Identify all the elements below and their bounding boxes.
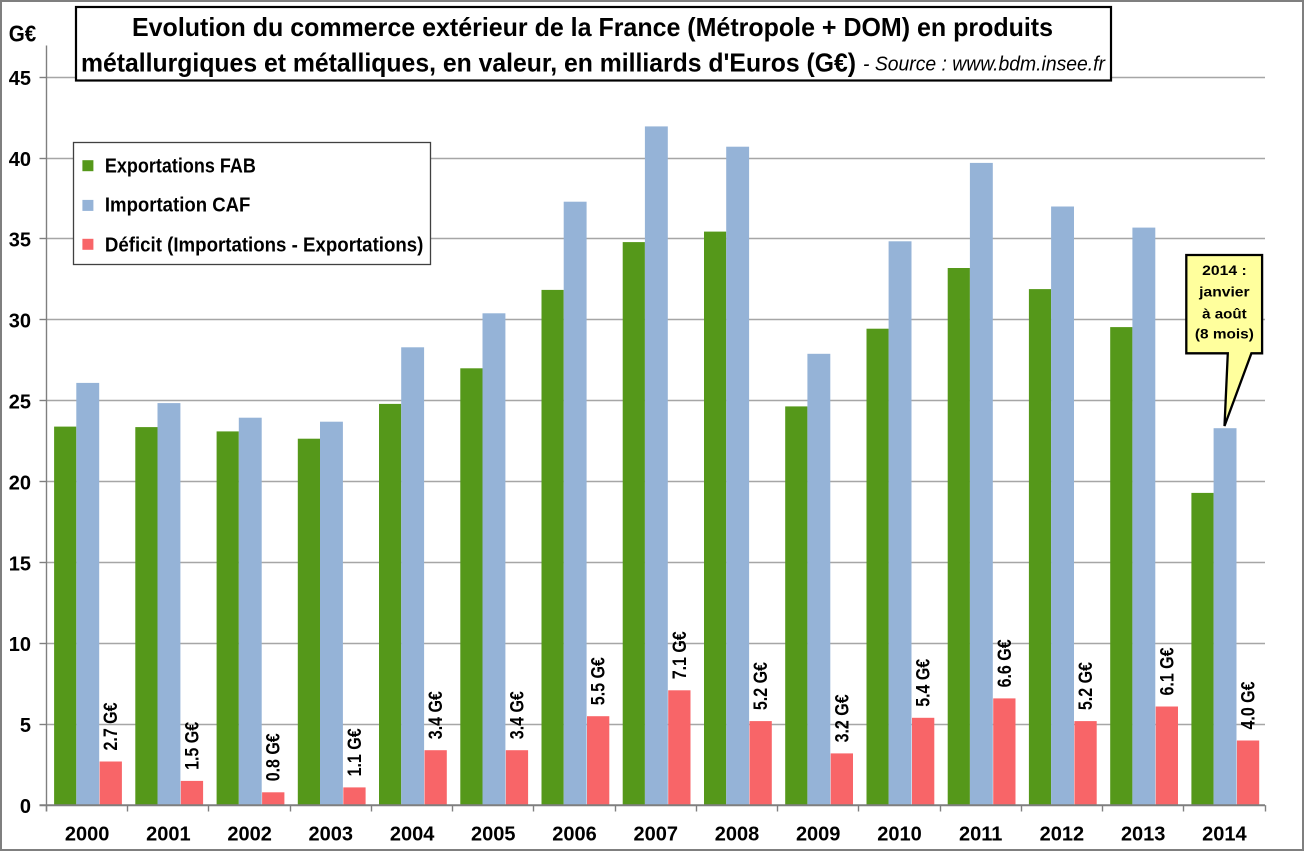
svg-text:2009: 2009 (796, 824, 841, 846)
svg-text:G€: G€ (9, 21, 37, 47)
svg-text:4.0 G€: 4.0 G€ (1239, 681, 1260, 729)
svg-text:45: 45 (9, 68, 31, 90)
svg-text:2013: 2013 (1121, 824, 1166, 846)
svg-text:2003: 2003 (309, 824, 354, 846)
svg-text:0: 0 (20, 796, 31, 818)
svg-text:2012: 2012 (1040, 824, 1085, 846)
svg-text:2014 :: 2014 : (1202, 262, 1247, 278)
svg-text:3.4 G€: 3.4 G€ (507, 691, 528, 739)
svg-text:- Source : www.bdm.insee.fr: - Source : www.bdm.insee.fr (863, 54, 1106, 76)
svg-text:2005: 2005 (471, 824, 516, 846)
svg-text:(8 mois): (8 mois) (1195, 326, 1254, 342)
svg-text:5: 5 (20, 715, 31, 737)
svg-text:2001: 2001 (146, 824, 191, 846)
svg-text:2010: 2010 (877, 824, 922, 846)
svg-text:Evolution du commerce extérieu: Evolution du commerce extérieur de la Fr… (132, 12, 1053, 42)
svg-text:2002: 2002 (227, 824, 272, 846)
svg-text:Déficit (Importations - Export: Déficit (Importations - Exportations) (105, 235, 424, 257)
svg-text:25: 25 (9, 392, 31, 414)
svg-text:2.7 G€: 2.7 G€ (101, 702, 122, 750)
svg-text:2014: 2014 (1202, 824, 1247, 846)
svg-text:15: 15 (9, 553, 31, 575)
svg-text:2000: 2000 (65, 824, 110, 846)
svg-text:7.1 G€: 7.1 G€ (670, 631, 691, 679)
svg-text:10: 10 (9, 634, 31, 656)
svg-text:0.8 G€: 0.8 G€ (264, 733, 285, 781)
svg-text:1.5 G€: 1.5 G€ (183, 722, 204, 770)
svg-text:5.2 G€: 5.2 G€ (1076, 662, 1097, 710)
svg-text:20: 20 (9, 472, 31, 494)
svg-text:6.6 G€: 6.6 G€ (995, 639, 1016, 687)
svg-text:3.2 G€: 3.2 G€ (832, 694, 853, 742)
svg-text:2006: 2006 (552, 824, 597, 846)
svg-text:1.1 G€: 1.1 G€ (345, 728, 366, 776)
svg-text:5.5 G€: 5.5 G€ (589, 657, 610, 705)
svg-text:30: 30 (9, 311, 31, 333)
svg-text:à août: à août (1202, 306, 1247, 322)
svg-text:35: 35 (9, 230, 31, 252)
svg-text:6.1 G€: 6.1 G€ (1157, 647, 1178, 695)
svg-text:3.4 G€: 3.4 G€ (426, 691, 447, 739)
svg-text:5.2 G€: 5.2 G€ (751, 662, 772, 710)
svg-text:janvier: janvier (1198, 284, 1250, 300)
svg-text:2004: 2004 (390, 824, 435, 846)
svg-text:Exportations FAB: Exportations FAB (105, 156, 256, 178)
svg-text:2008: 2008 (715, 824, 760, 846)
svg-text:2011: 2011 (959, 824, 1002, 846)
svg-text:métallurgiques et métalliques,: métallurgiques et métalliques, en valeur… (81, 48, 856, 78)
svg-text:2007: 2007 (634, 824, 679, 846)
svg-text:Importation CAF: Importation CAF (105, 195, 251, 217)
svg-text:5.4 G€: 5.4 G€ (914, 658, 935, 706)
svg-text:40: 40 (9, 149, 31, 171)
